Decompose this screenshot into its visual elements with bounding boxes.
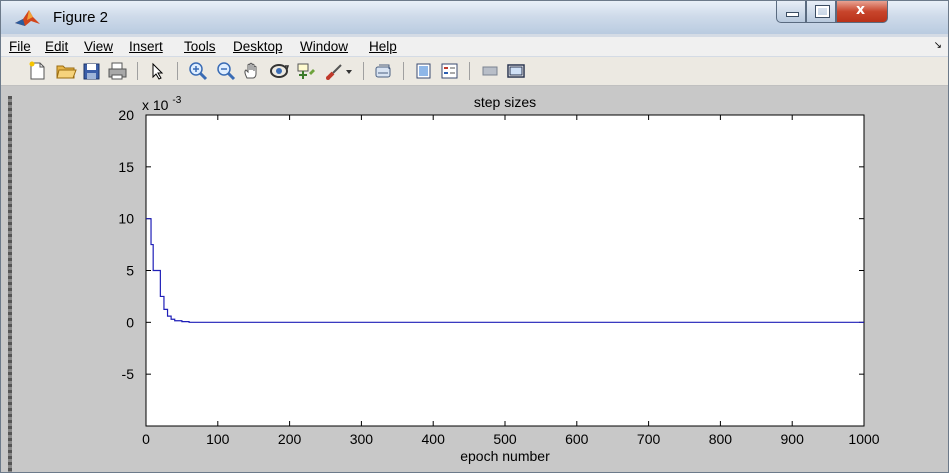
axes-box xyxy=(145,114,865,427)
x-tick-label: 1000 xyxy=(848,431,879,447)
window-title: Figure 2 xyxy=(53,9,109,26)
save-icon[interactable] xyxy=(81,61,103,81)
figure-toolbar xyxy=(1,57,948,86)
y-tick-label: 20 xyxy=(118,107,134,123)
y-tick-label: 0 xyxy=(126,314,134,330)
x-tick-label: 200 xyxy=(278,431,302,447)
link-plot-icon[interactable] xyxy=(373,61,395,81)
data-cursor-icon[interactable] xyxy=(295,61,317,81)
x-tick-label: 300 xyxy=(350,431,374,447)
hide-plot-tools-icon[interactable] xyxy=(479,61,501,81)
x-tick-label: 800 xyxy=(709,431,733,447)
toolbar-separator xyxy=(137,62,138,80)
menu-insert[interactable]: Insert xyxy=(129,39,163,54)
x-tick-label: 500 xyxy=(493,431,517,447)
pan-icon[interactable] xyxy=(241,61,263,81)
y-exponent-base: x 10 xyxy=(142,97,169,113)
maximize-button[interactable] xyxy=(806,1,836,23)
rotate-3d-icon[interactable] xyxy=(268,61,290,81)
print-icon[interactable] xyxy=(107,61,129,81)
show-plot-tools-icon[interactable] xyxy=(505,61,527,81)
x-tick-label: 400 xyxy=(422,431,446,447)
legend-icon[interactable] xyxy=(439,61,461,81)
menu-desktop[interactable]: Desktop xyxy=(233,39,283,54)
menu-file-label: File xyxy=(9,39,31,54)
new-figure-icon[interactable] xyxy=(27,61,49,81)
close-button[interactable]: x xyxy=(836,1,888,23)
close-icon: x xyxy=(856,2,866,18)
minimize-icon xyxy=(786,12,799,17)
pointer-icon[interactable] xyxy=(147,61,169,81)
menu-help[interactable]: Help xyxy=(369,39,397,54)
y-tick-label: -5 xyxy=(122,366,135,382)
menu-view[interactable]: View xyxy=(84,39,113,54)
dropdown-arrow-icon[interactable] xyxy=(343,61,355,81)
maximize-icon xyxy=(815,5,830,18)
x-tick-label: 700 xyxy=(637,431,661,447)
toolbar-separator xyxy=(363,62,364,80)
menu-view-label: View xyxy=(84,39,114,54)
axis-ticks: 0 100 200 300 400 500 600 700 800 900 1000 -5 0 5 10 15… xyxy=(118,107,879,447)
chart-title: step sizes xyxy=(474,94,536,110)
menu-tools[interactable]: Tools xyxy=(184,39,216,54)
plot-area: 0 100 200 300 400 500 600 700 800 900 1000 -5 0 5 10 15… xyxy=(118,94,879,464)
menu-help-label: Help xyxy=(369,39,397,54)
x-tick-label: 100 xyxy=(206,431,230,447)
menu-window-label: Window xyxy=(300,39,349,54)
menu-edit-label: Edit xyxy=(45,39,69,54)
series-line xyxy=(146,218,864,323)
colorbar-icon[interactable] xyxy=(413,61,435,81)
toolbar-separator xyxy=(403,62,404,80)
zoom-in-icon[interactable] xyxy=(187,61,209,81)
menu-file[interactable]: File xyxy=(9,39,31,54)
menu-bar: File Edit View Insert Tools Desktop Wind… xyxy=(1,37,948,56)
menu-dock-arrow-icon[interactable]: ↘ xyxy=(933,40,942,51)
open-file-icon[interactable] xyxy=(55,61,77,81)
y-exponent-power: -3 xyxy=(172,95,181,106)
toolbar-separator xyxy=(469,62,470,80)
x-axis-label: epoch number xyxy=(460,448,550,464)
x-tick-label: 900 xyxy=(781,431,805,447)
y-exponent-label: x 10 -3 xyxy=(142,95,182,113)
x-tick-label: 0 xyxy=(142,431,150,447)
y-tick-label: 5 xyxy=(126,263,134,279)
y-tick-label: 10 xyxy=(118,211,134,227)
zoom-out-icon[interactable] xyxy=(215,61,237,81)
title-bar[interactable]: Figure 2 x xyxy=(1,1,948,34)
window-resize-edge[interactable] xyxy=(8,96,12,472)
x-tick-label: 600 xyxy=(565,431,589,447)
matlab-logo-icon xyxy=(15,10,40,26)
menu-tools-label: Tools xyxy=(184,39,216,54)
brush-icon[interactable] xyxy=(323,61,345,81)
menu-insert-label: Insert xyxy=(129,39,163,54)
menu-edit[interactable]: Edit xyxy=(45,39,68,54)
menu-desktop-label: Desktop xyxy=(233,39,283,54)
y-tick-label: 15 xyxy=(118,159,134,175)
toolbar-separator xyxy=(177,62,178,80)
menu-window[interactable]: Window xyxy=(300,39,348,54)
minimize-button[interactable] xyxy=(776,1,806,23)
